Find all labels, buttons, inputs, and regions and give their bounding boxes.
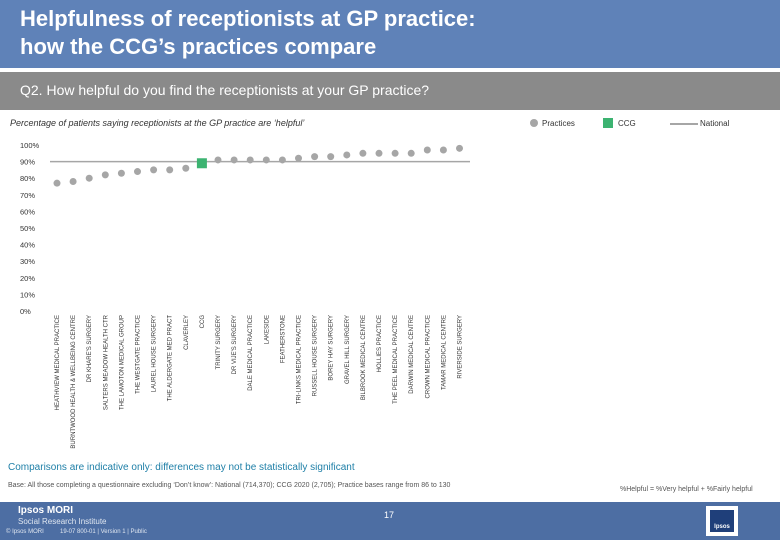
category-label: CROWN MEDICAL PRACTICE xyxy=(425,315,431,398)
y-tick-label: 90% xyxy=(20,158,35,167)
job-number: 19-07 800-01 | Version 1 | Public xyxy=(60,529,147,535)
category-label: TRI-LINKS MEDICAL PRACTICE xyxy=(297,315,303,404)
caveat-text: Comparisons are indicative only: differe… xyxy=(8,462,355,473)
legend-practices-label: Practices xyxy=(542,119,575,128)
chart-area: 0% 10% 20% 30% 40% 50% 60% 70% 80% 90% 100% HEATHVI… xyxy=(20,141,470,449)
category-label: THE WESTGATE PRACTICE xyxy=(136,315,142,394)
practice-marker xyxy=(375,149,383,157)
y-tick-label: 10% xyxy=(20,290,35,299)
practice-marker xyxy=(456,144,463,152)
category-label: DALE MEDICAL PRACTICE xyxy=(248,315,254,391)
category-label: BOREY HAY SURGERY xyxy=(329,315,335,381)
brand-subtitle: Social Research Institute xyxy=(18,517,107,526)
practice-marker xyxy=(343,151,351,159)
practice-marker xyxy=(85,174,93,182)
category-label: RUSSELL HOUSE SURGERY xyxy=(313,315,319,396)
practice-marker xyxy=(407,149,415,157)
practice-marker xyxy=(311,153,319,161)
category-label: LAUREL HOUSE SURGERY xyxy=(152,315,158,392)
practice-marker xyxy=(327,153,335,161)
y-tick-label: 20% xyxy=(20,274,35,283)
practice-marker xyxy=(439,146,447,154)
question-text: Q2. How helpful do you find the receptio… xyxy=(20,82,430,98)
ipsos-logo: Ipsos xyxy=(706,506,738,536)
practice-marker xyxy=(391,149,399,157)
header-bar: Helpfulness of receptionists at GP pract… xyxy=(0,0,780,68)
legend-national-label: National xyxy=(700,119,730,128)
y-tick-label: 40% xyxy=(20,241,35,250)
y-tick-label: 50% xyxy=(20,224,35,233)
category-label: DR KHARE'S SURGERY xyxy=(87,315,93,382)
practice-marker xyxy=(101,171,109,179)
category-label: CLAVERLEY xyxy=(184,315,190,350)
legend-ccg-label: CCG xyxy=(618,119,636,128)
category-label: TAMAR MEDICAL CENTRE xyxy=(441,315,447,390)
base-note: Base: All those completing a questionnai… xyxy=(8,482,451,489)
category-label: DR VIJE'S SURGERY xyxy=(232,315,238,374)
question-bar: Q2. How helpful do you find the receptio… xyxy=(0,72,780,110)
practice-marker xyxy=(295,154,302,162)
copyright-text: © Ipsos MORI xyxy=(6,529,44,535)
category-label: TRINITY SURGERY xyxy=(216,315,222,369)
helpful-formula-note: %Helpful = %Very helpful + %Fairly helpf… xyxy=(620,486,753,493)
practice-marker xyxy=(423,146,431,154)
category-label: LAKESIDE xyxy=(264,315,270,344)
category-label: BILBROOK MEDICAL CENTRE xyxy=(361,315,367,400)
y-tick-label: 100% xyxy=(20,141,40,150)
category-label: THE PEEL MEDICAL PRACTICE xyxy=(393,315,399,404)
y-tick-label: 30% xyxy=(20,257,35,266)
practice-marker xyxy=(246,156,254,164)
practice-marker xyxy=(278,156,286,164)
title-line-2: how the CCG’s practices compare xyxy=(20,34,377,59)
chart-legend: Practices CCG National xyxy=(500,116,780,130)
category-label: THE LAMOTON MEDICAL GROUP xyxy=(119,315,125,410)
category-label: DARWIN MEDICAL CENTRE xyxy=(409,315,415,394)
y-tick-label: 80% xyxy=(20,174,35,183)
y-tick-label: 0% xyxy=(20,307,31,316)
category-label: HOLLIES PRACTICE xyxy=(377,315,383,372)
brand-name: Ipsos MORI xyxy=(18,505,74,516)
category-label: THE ALDERGATE MED PRACT xyxy=(168,315,174,402)
practice-marker xyxy=(214,156,222,164)
y-tick-label: 60% xyxy=(20,207,35,216)
chart-subtitle: Percentage of patients saying receptioni… xyxy=(10,118,305,128)
y-tick-label: 70% xyxy=(20,191,35,200)
category-label: RIVERSIDE SURGERY xyxy=(458,315,464,379)
category-label: BURNTWOOD HEALTH & WELLBEING CENTRE xyxy=(71,315,77,449)
practice-marker xyxy=(230,156,238,164)
ipsos-logo-mark: Ipsos xyxy=(710,510,734,532)
practice-marker xyxy=(117,169,125,177)
category-label: FEATHERSTONE xyxy=(280,315,286,363)
ccg-marker xyxy=(196,158,207,169)
page-title: Helpfulness of receptionists at GP pract… xyxy=(20,5,720,61)
legend-ccg-marker xyxy=(603,118,613,128)
practice-marker xyxy=(166,166,174,174)
practice-marker xyxy=(262,156,270,164)
practice-marker xyxy=(53,179,61,187)
category-label: CCG xyxy=(200,315,206,329)
footer-bar: Ipsos MORI Social Research Institute 17 … xyxy=(0,502,780,540)
legend-national-line xyxy=(670,123,698,125)
practice-marker xyxy=(359,149,367,157)
title-line-1: Helpfulness of receptionists at GP pract… xyxy=(20,6,476,31)
page-number: 17 xyxy=(384,510,395,520)
practice-marker xyxy=(150,166,158,174)
practice-marker xyxy=(134,168,141,176)
category-label: GRAVEL HILL SURGERY xyxy=(345,315,351,384)
practice-marker xyxy=(69,178,77,186)
legend-practices-marker xyxy=(530,119,538,127)
practice-marker xyxy=(182,164,190,172)
category-label: SALTERS MEADOW HEALTH CTR xyxy=(103,314,109,410)
category-label: HEATHVIEW MEDICAL PRACTICE xyxy=(55,315,61,410)
